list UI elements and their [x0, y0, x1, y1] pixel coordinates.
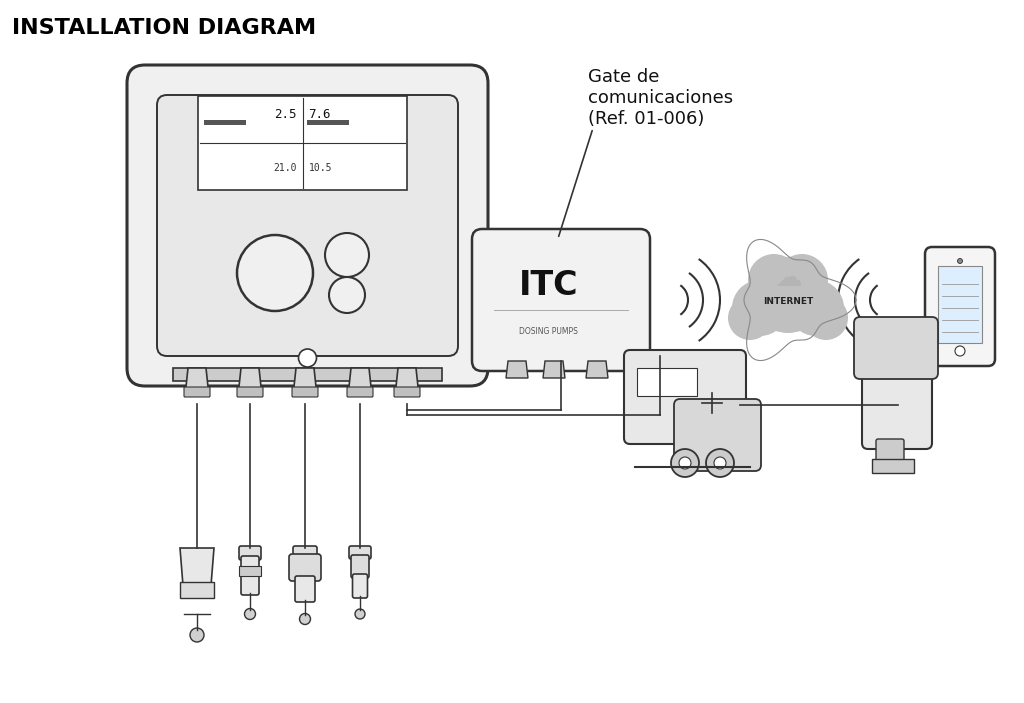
Text: INSTALLATION DIAGRAM: INSTALLATION DIAGRAM	[12, 18, 316, 38]
Circle shape	[728, 296, 772, 340]
Circle shape	[679, 457, 691, 469]
Circle shape	[714, 457, 726, 469]
Polygon shape	[238, 368, 262, 396]
Circle shape	[732, 280, 788, 336]
FancyBboxPatch shape	[180, 582, 214, 598]
FancyBboxPatch shape	[127, 65, 488, 386]
FancyBboxPatch shape	[239, 566, 261, 576]
Polygon shape	[348, 368, 372, 396]
Circle shape	[299, 614, 310, 624]
FancyBboxPatch shape	[624, 350, 746, 444]
FancyBboxPatch shape	[938, 266, 982, 343]
Text: 10.5: 10.5	[308, 163, 332, 173]
Polygon shape	[185, 368, 209, 396]
Circle shape	[957, 259, 963, 264]
Circle shape	[706, 449, 734, 477]
Polygon shape	[586, 361, 608, 378]
Circle shape	[329, 277, 365, 313]
Circle shape	[190, 628, 204, 642]
Circle shape	[776, 254, 828, 306]
FancyBboxPatch shape	[239, 546, 261, 560]
FancyBboxPatch shape	[347, 387, 373, 397]
FancyBboxPatch shape	[306, 120, 348, 125]
Polygon shape	[506, 361, 528, 378]
FancyBboxPatch shape	[349, 546, 371, 559]
Text: ☁: ☁	[774, 264, 802, 292]
Circle shape	[237, 235, 313, 311]
Circle shape	[671, 449, 699, 477]
Text: 7.6: 7.6	[308, 108, 331, 121]
FancyBboxPatch shape	[876, 439, 904, 461]
Circle shape	[804, 296, 848, 340]
FancyBboxPatch shape	[198, 96, 407, 190]
Text: 21.0: 21.0	[273, 163, 297, 173]
FancyBboxPatch shape	[394, 387, 420, 397]
Circle shape	[750, 257, 826, 333]
FancyBboxPatch shape	[293, 546, 317, 559]
FancyBboxPatch shape	[184, 387, 210, 397]
Polygon shape	[293, 368, 317, 396]
FancyBboxPatch shape	[241, 556, 259, 595]
Circle shape	[325, 233, 369, 277]
FancyBboxPatch shape	[295, 576, 315, 602]
FancyBboxPatch shape	[862, 325, 932, 449]
FancyBboxPatch shape	[237, 387, 263, 397]
Text: ITC: ITC	[518, 269, 579, 302]
FancyBboxPatch shape	[351, 555, 369, 578]
Polygon shape	[395, 368, 419, 396]
Circle shape	[245, 609, 256, 619]
FancyBboxPatch shape	[872, 459, 914, 473]
FancyBboxPatch shape	[472, 229, 650, 371]
FancyBboxPatch shape	[352, 574, 368, 598]
FancyBboxPatch shape	[173, 368, 442, 381]
FancyBboxPatch shape	[637, 368, 697, 396]
FancyBboxPatch shape	[674, 399, 761, 471]
Polygon shape	[180, 548, 214, 598]
Text: INTERNET: INTERNET	[763, 297, 813, 307]
Circle shape	[748, 254, 800, 306]
FancyBboxPatch shape	[157, 95, 458, 356]
FancyBboxPatch shape	[854, 317, 938, 379]
Circle shape	[955, 346, 965, 356]
FancyBboxPatch shape	[292, 387, 318, 397]
Circle shape	[788, 280, 844, 336]
FancyBboxPatch shape	[204, 120, 246, 125]
FancyBboxPatch shape	[925, 247, 995, 366]
Text: Gate de
comunicaciones
(Ref. 01-006): Gate de comunicaciones (Ref. 01-006)	[588, 68, 733, 128]
Polygon shape	[543, 361, 565, 378]
Circle shape	[299, 349, 316, 367]
Text: 2.5: 2.5	[274, 108, 297, 121]
Circle shape	[355, 609, 365, 619]
Text: DOSING PUMPS: DOSING PUMPS	[519, 327, 578, 336]
FancyBboxPatch shape	[289, 554, 321, 581]
